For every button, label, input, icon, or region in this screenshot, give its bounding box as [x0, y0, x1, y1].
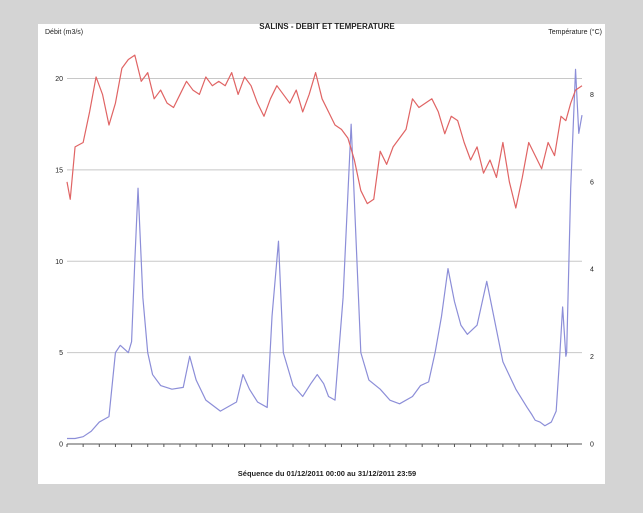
- right-tick-label: 6: [590, 179, 594, 186]
- left-tick-label: 10: [55, 259, 63, 266]
- right-tick-label: 4: [590, 267, 594, 274]
- left-axis-title: Débit (m3/s): [45, 29, 83, 36]
- right-tick-label: 0: [590, 442, 594, 449]
- left-tick-label: 15: [55, 167, 63, 174]
- temperature-line: [66, 54, 583, 209]
- tick-label-layer: 0 5 10 15 20 0 2 4 6 8: [55, 76, 594, 448]
- left-tick-label: 20: [55, 76, 63, 83]
- axes-layer: [66, 443, 582, 447]
- right-tick-label: 8: [590, 92, 594, 99]
- right-axis-title: Température (°C): [548, 28, 602, 36]
- left-tick-label: 0: [59, 442, 63, 449]
- chart-title: SALINS - DEBIT ET TEMPERATURE: [259, 22, 395, 31]
- flow-line: [67, 68, 583, 440]
- grid-layer: [67, 78, 582, 354]
- left-tick-label: 5: [59, 350, 63, 357]
- sequence-footer: Séquence du 01/12/2011 00:00 au 31/12/20…: [238, 469, 416, 478]
- chart-panel: [38, 24, 605, 484]
- series-layer: [66, 54, 583, 440]
- right-tick-label: 2: [590, 354, 594, 361]
